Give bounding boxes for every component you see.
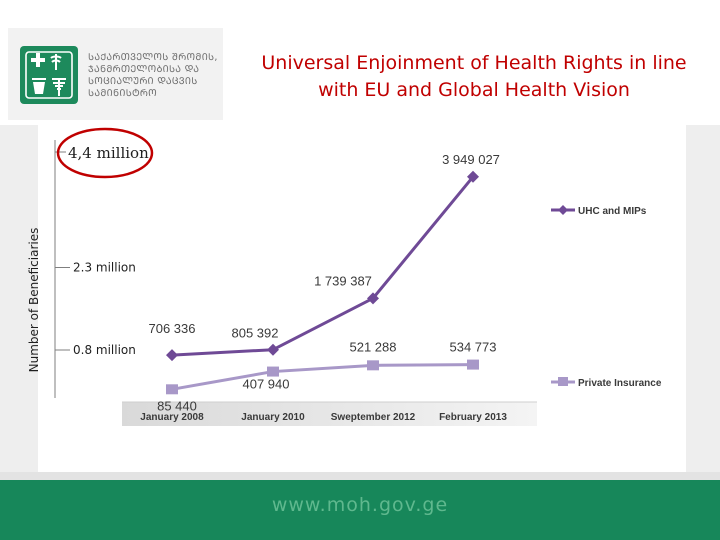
data-label: 85 440 <box>157 398 197 413</box>
x-axis-band <box>122 402 537 426</box>
ministry-emblem-icon <box>20 46 78 104</box>
legend-marker <box>558 205 568 215</box>
legend-label: Private Insurance <box>578 378 662 389</box>
uhc-series-point <box>267 343 279 356</box>
private-series-point <box>467 359 479 370</box>
uhc-series-line <box>171 175 475 357</box>
data-label: 1 739 387 <box>314 273 372 288</box>
legend-label: UHC and MIPs <box>578 206 647 217</box>
y-reference-label: 0.8 million <box>73 343 136 357</box>
x-tick-label: Sweptember 2012 <box>331 412 416 423</box>
uhc-series-point <box>367 292 379 305</box>
private-series-line <box>171 363 474 391</box>
y-reference-label: 4,4 million <box>68 144 149 162</box>
private-series-point <box>166 384 178 395</box>
data-label: 521 288 <box>350 339 397 354</box>
uhc-series-point <box>467 170 479 183</box>
title-line-1: Universal Enjoinment of Health Rights in… <box>261 52 687 74</box>
ministry-logo: ᲡᲐᲥᲐᲠᲗᲕᲔᲚᲝᲡ ᲨᲠᲝᲛᲘᲡ, ᲯᲐᲜᲛᲠᲗᲔᲚᲝᲑᲘᲡᲐ ᲓᲐ ᲡᲝᲪ… <box>8 28 223 120</box>
data-label: 805 392 <box>232 326 279 341</box>
legend-marker <box>558 377 568 386</box>
title-line-2: with EU and Global Health Vision <box>318 79 630 101</box>
y-reference-label: 2.3 million <box>73 261 136 275</box>
data-label: 706 336 <box>149 321 196 336</box>
private-series-point <box>367 360 379 371</box>
footer <box>0 480 720 540</box>
page-title: Universal Enjoinment of Health Rights in… <box>230 50 718 104</box>
footer-divider <box>0 472 720 480</box>
private-series-point <box>267 366 279 377</box>
uhc-series-point <box>166 349 178 362</box>
x-tick-label: January 2008 <box>140 412 204 423</box>
data-label: 3 949 027 <box>442 152 500 167</box>
y-axis-title: Number of Beneficiaries <box>27 228 41 373</box>
data-label: 407 940 <box>243 377 290 392</box>
x-tick-label: February 2013 <box>439 412 507 423</box>
x-tick-label: January 2010 <box>241 412 305 423</box>
highlight-ellipse <box>56 127 154 179</box>
footer-url[interactable]: www.moh.gov.ge <box>271 494 449 516</box>
ministry-name: ᲡᲐᲥᲐᲠᲗᲕᲔᲚᲝᲡ ᲨᲠᲝᲛᲘᲡ, ᲯᲐᲜᲛᲠᲗᲔᲚᲝᲑᲘᲡᲐ ᲓᲐ ᲡᲝᲪ… <box>88 52 218 99</box>
data-label: 534 773 <box>450 340 497 355</box>
